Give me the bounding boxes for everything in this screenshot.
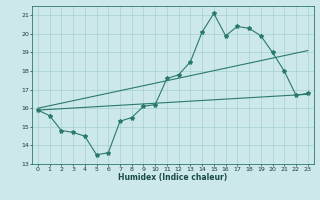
X-axis label: Humidex (Indice chaleur): Humidex (Indice chaleur): [118, 173, 228, 182]
